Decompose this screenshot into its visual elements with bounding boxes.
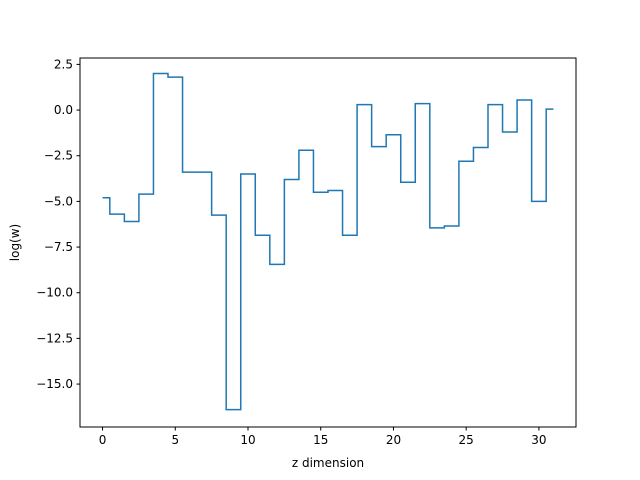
y-tick-label: −15.0 [36,377,73,391]
series-line [102,72,554,411]
x-axis-label: z dimension [292,456,364,470]
y-tick-label: −5.0 [44,194,73,208]
x-tick-label: 10 [240,433,255,447]
y-axis-label: log(w) [8,224,22,261]
x-tick-label: 30 [531,433,546,447]
y-tick-label: 2.5 [54,57,73,71]
x-tick-label: 25 [459,433,474,447]
y-tick-label: −2.5 [44,149,73,163]
y-tick-label: −10.0 [36,286,73,300]
x-tick-label: 20 [386,433,401,447]
plot-frame [79,57,577,428]
x-axis-ticks: 0 5 10 15 20 25 30 [99,427,547,447]
x-tick-label: 5 [171,433,179,447]
y-tick-label: −7.5 [44,240,73,254]
y-tick-label: 0.0 [54,103,73,117]
series-layer [102,72,554,411]
x-tick-label: 15 [313,433,328,447]
y-axis-ticks: 2.5 0.0 −2.5 −5.0 −7.5 −10.0 −12.5 −15.0 [36,57,80,391]
x-tick-label: 0 [99,433,107,447]
y-tick-label: −12.5 [36,331,73,345]
